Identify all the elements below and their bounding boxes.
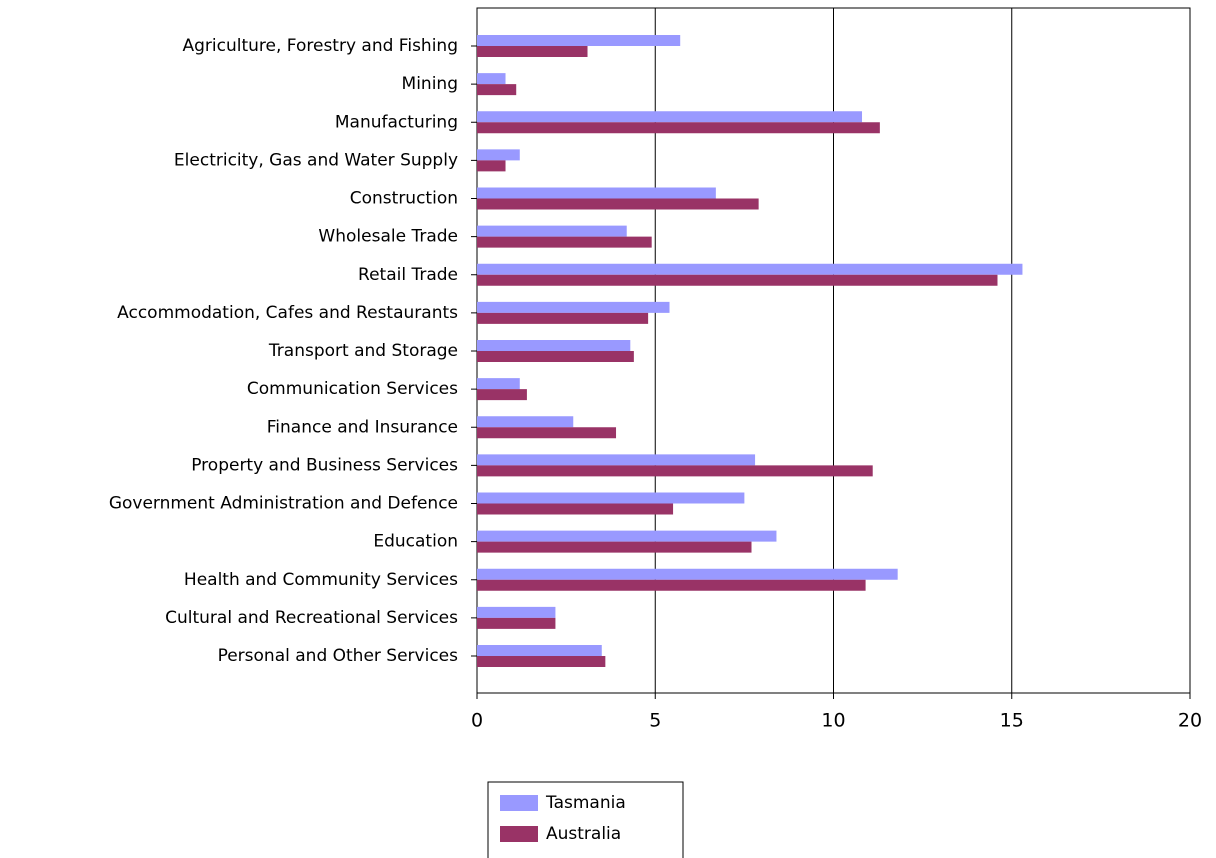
- bar: [477, 645, 602, 656]
- bar: [477, 301, 670, 313]
- bar: [477, 492, 745, 504]
- y-tick-label: Health and Community Services: [184, 570, 458, 590]
- bar: [477, 617, 556, 629]
- bar: [477, 568, 898, 580]
- bar: [477, 225, 627, 237]
- bar: [477, 427, 617, 439]
- bar: [477, 73, 506, 85]
- y-tick-label: Mining: [402, 74, 458, 94]
- y-tick-label: Transport and Storage: [268, 341, 458, 361]
- y-tick-label: Construction: [350, 189, 458, 209]
- bar: [477, 84, 517, 96]
- bar: [477, 541, 752, 553]
- bar: [477, 503, 674, 515]
- bar: [477, 656, 606, 667]
- bar: [477, 378, 520, 390]
- x-tick-label: 15: [1000, 710, 1024, 732]
- legend-swatch: [500, 795, 538, 811]
- bar: [477, 187, 716, 199]
- legend-label: Australia: [546, 824, 621, 844]
- bar: [477, 340, 631, 351]
- bar: [477, 454, 756, 466]
- y-tick-label: Electricity, Gas and Water Supply: [174, 150, 458, 170]
- y-tick-label: Cultural and Recreational Services: [165, 608, 458, 628]
- legend-label: Tasmania: [545, 793, 626, 813]
- legend-swatch: [500, 826, 538, 842]
- y-tick-label: Retail Trade: [358, 265, 458, 285]
- y-tick-label: Wholesale Trade: [318, 227, 458, 247]
- y-tick-label: Education: [373, 532, 458, 552]
- x-tick-label: 10: [821, 710, 845, 732]
- y-tick-label: Personal and Other Services: [218, 646, 459, 666]
- bar: [477, 579, 866, 591]
- y-tick-label: Communication Services: [247, 379, 458, 399]
- bar: [477, 416, 574, 428]
- bar: [477, 351, 634, 362]
- bar: [477, 530, 777, 542]
- bar: [477, 274, 998, 286]
- bar: [477, 389, 527, 401]
- y-tick-label: Property and Business Services: [191, 455, 458, 475]
- bar: [477, 46, 588, 57]
- x-tick-label: 5: [649, 710, 661, 732]
- bar: [477, 263, 1023, 275]
- bar: [477, 149, 520, 161]
- x-tick-label: 20: [1178, 710, 1202, 732]
- bar: [477, 160, 506, 172]
- legend-box: [487, 781, 684, 858]
- bar: [477, 35, 681, 46]
- bar: [477, 465, 873, 477]
- y-tick-label: Agriculture, Forestry and Fishing: [183, 36, 459, 56]
- bar: [477, 111, 863, 123]
- y-tick-label: Finance and Insurance: [267, 417, 458, 437]
- y-tick-label: Accommodation, Cafes and Restaurants: [117, 303, 458, 323]
- y-tick-label: Government Administration and Defence: [109, 494, 458, 514]
- bar: [477, 236, 652, 248]
- bar: [477, 122, 880, 134]
- x-tick-label: 0: [471, 710, 483, 732]
- bar: [477, 198, 759, 210]
- y-tick-label: Manufacturing: [335, 112, 458, 132]
- bar: [477, 606, 556, 618]
- bar: [477, 312, 649, 324]
